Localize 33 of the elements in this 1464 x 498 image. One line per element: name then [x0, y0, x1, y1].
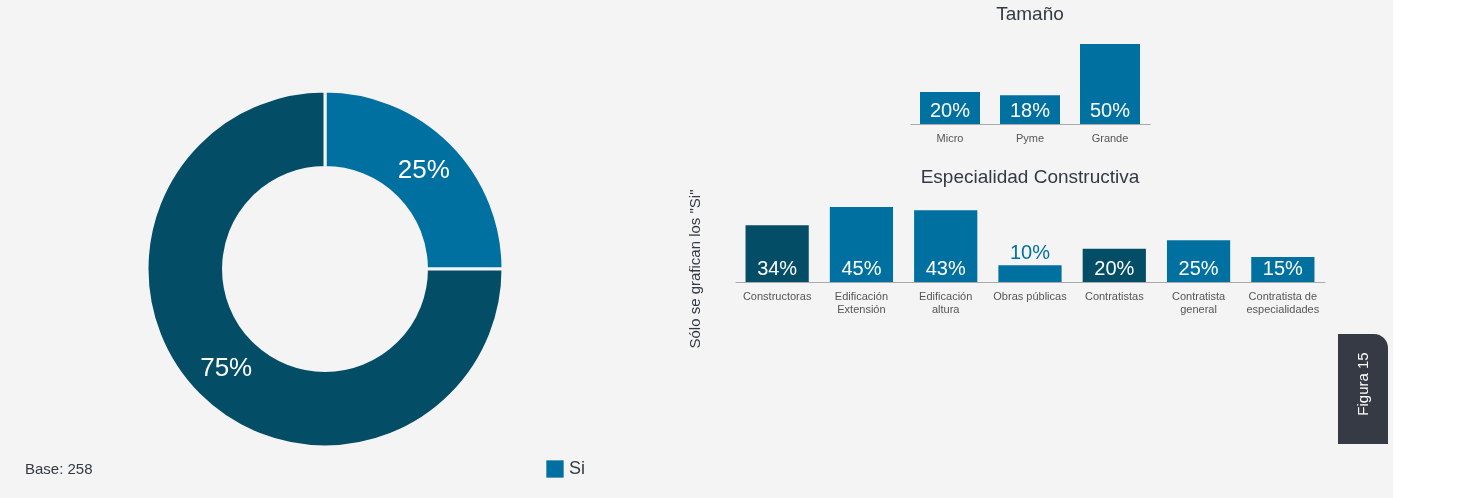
text: Figura 15	[1354, 352, 1371, 416]
bar	[745, 225, 809, 282]
x-tick-label: Contratista de especialidades	[1246, 289, 1320, 315]
data-label: 50%	[1089, 99, 1131, 121]
bar	[829, 207, 894, 282]
data-label: 25%	[1178, 257, 1219, 279]
data-label: 75%	[200, 351, 253, 382]
data-label: 10%	[1009, 241, 1051, 264]
data-label: 43%	[925, 257, 966, 279]
data-label: 34%	[757, 257, 798, 279]
chart-title: Especialidad Constructiva	[920, 166, 1140, 187]
chart-title: Tamaño	[996, 3, 1064, 24]
x-tick-label: Edificación Extensión	[834, 289, 889, 315]
data-label: 45%	[841, 257, 882, 279]
x-tick-label: Contratista general	[1171, 289, 1227, 315]
legend-label: Si	[569, 458, 586, 478]
data-label: 15%	[1262, 257, 1304, 279]
donut-slice	[145, 89, 505, 449]
x-tick-label: Obras públicas	[993, 289, 1068, 302]
x-tick-label: Contratistas	[1084, 289, 1145, 302]
x-tick-label: Constructoras	[742, 289, 812, 302]
data-label: 18%	[1009, 99, 1051, 121]
text: Base: 258	[25, 460, 93, 477]
bar	[914, 210, 978, 282]
x-tick-label: Edificación altura	[919, 289, 973, 315]
x-tick-label: Micro	[936, 131, 964, 144]
data-label: 20%	[929, 99, 971, 121]
x-tick-label: Grande	[1091, 131, 1129, 144]
data-label: 20%	[1094, 257, 1135, 279]
data-label: 25%	[397, 154, 450, 185]
bar	[998, 265, 1062, 282]
x-tick-label: Pyme	[1015, 131, 1045, 144]
text: Sólo se grafican los "Si"	[686, 189, 703, 349]
